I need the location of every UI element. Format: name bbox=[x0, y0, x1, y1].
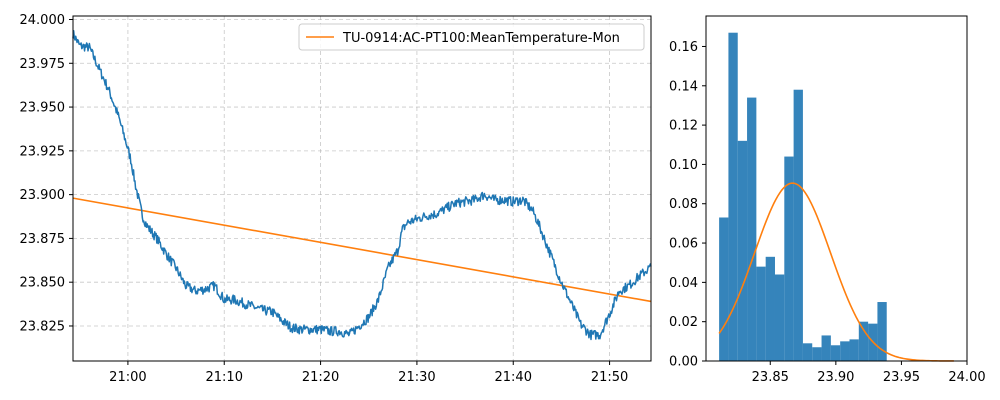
histogram-bar bbox=[877, 302, 887, 361]
y-tick-label: 23.900 bbox=[20, 188, 66, 203]
histogram-bar bbox=[830, 345, 841, 361]
y-tick-label: 23.950 bbox=[20, 101, 66, 116]
histogram-bar bbox=[802, 343, 813, 361]
x-tick-label: 24.00 bbox=[948, 370, 985, 385]
histogram-bar bbox=[774, 274, 785, 361]
trend-line-series bbox=[72, 197, 652, 303]
timeseries-chart: 21:00 21:10 21:20 21:30 21:40 21:50 23.82523.… bbox=[20, 13, 652, 385]
x-tick-label: 21:10 bbox=[206, 370, 243, 385]
density-curve-line bbox=[718, 182, 954, 362]
histogram-chart: 23.85 23.90 23.95 24.00 0.000.020.040.060.0… bbox=[669, 15, 986, 385]
histogram-y-axis: 0.00 0.02 0.04 0.06 0.08 0.10 0.12 0.14 0.16 bbox=[669, 40, 706, 370]
histogram-bar bbox=[840, 341, 850, 361]
y-tick-label: 0.06 bbox=[669, 237, 698, 252]
y-tick-label: 24.000 bbox=[20, 13, 66, 28]
density-curve bbox=[718, 182, 954, 362]
x-tick-label: 23.95 bbox=[883, 370, 920, 385]
histogram-x-axis: 23.85 23.90 23.95 24.00 bbox=[752, 361, 986, 385]
x-tick-label: 21:20 bbox=[302, 370, 339, 385]
x-tick-label: 23.90 bbox=[817, 370, 854, 385]
y-tick-label: 23.850 bbox=[20, 276, 66, 291]
histogram-bar bbox=[756, 266, 766, 361]
histogram-bars bbox=[719, 32, 887, 361]
y-tick-label: 23.975 bbox=[20, 57, 66, 72]
histogram-bar bbox=[747, 97, 757, 361]
temperature-series bbox=[72, 29, 652, 341]
histogram-frame bbox=[705, 15, 968, 362]
timeseries-frame bbox=[72, 15, 652, 362]
legend-box bbox=[298, 23, 645, 51]
y-tick-label: 0.04 bbox=[669, 276, 698, 291]
y-tick-label: 0.10 bbox=[669, 158, 698, 173]
x-tick-label: 21:50 bbox=[591, 370, 628, 385]
temperature-line bbox=[72, 29, 652, 341]
timeseries-y-axis: 23.825 23.850 23.875 23.900 23.925 23.950 23.9… bbox=[20, 13, 73, 334]
y-tick-label: 0.14 bbox=[669, 79, 698, 94]
x-tick-label: 21:00 bbox=[109, 370, 146, 385]
x-tick-label: 21:30 bbox=[398, 370, 435, 385]
histogram-bar bbox=[849, 339, 859, 361]
y-tick-label: 0.12 bbox=[669, 119, 698, 134]
legend: TU-0914:AC-PT100:MeanTemperature-Mon bbox=[298, 23, 645, 51]
y-tick-label: 0.00 bbox=[669, 355, 698, 370]
histogram-bar bbox=[737, 140, 748, 361]
histogram-bar bbox=[784, 156, 794, 361]
histogram-bar bbox=[812, 347, 822, 361]
y-tick-label: 23.875 bbox=[20, 232, 66, 247]
histogram-bar bbox=[821, 335, 831, 361]
y-tick-label: 0.02 bbox=[669, 315, 698, 330]
y-tick-label: 23.825 bbox=[20, 319, 66, 334]
legend-label: TU-0914:AC-PT100:MeanTemperature-Mon bbox=[342, 31, 620, 46]
histogram-bar bbox=[765, 256, 775, 361]
histogram-bar bbox=[719, 217, 729, 361]
x-tick-label: 21:40 bbox=[495, 370, 532, 385]
histogram-bar bbox=[793, 89, 803, 361]
timeseries-grid bbox=[73, 16, 651, 361]
y-tick-label: 0.08 bbox=[669, 197, 698, 212]
histogram-bar bbox=[728, 32, 738, 361]
y-tick-label: 0.16 bbox=[669, 40, 698, 55]
timeseries-x-axis: 21:00 21:10 21:20 21:30 21:40 21:50 bbox=[109, 361, 628, 385]
histogram-bar bbox=[858, 321, 869, 361]
trend-line bbox=[72, 197, 652, 303]
x-tick-label: 23.85 bbox=[752, 370, 789, 385]
y-tick-label: 23.925 bbox=[20, 144, 66, 159]
